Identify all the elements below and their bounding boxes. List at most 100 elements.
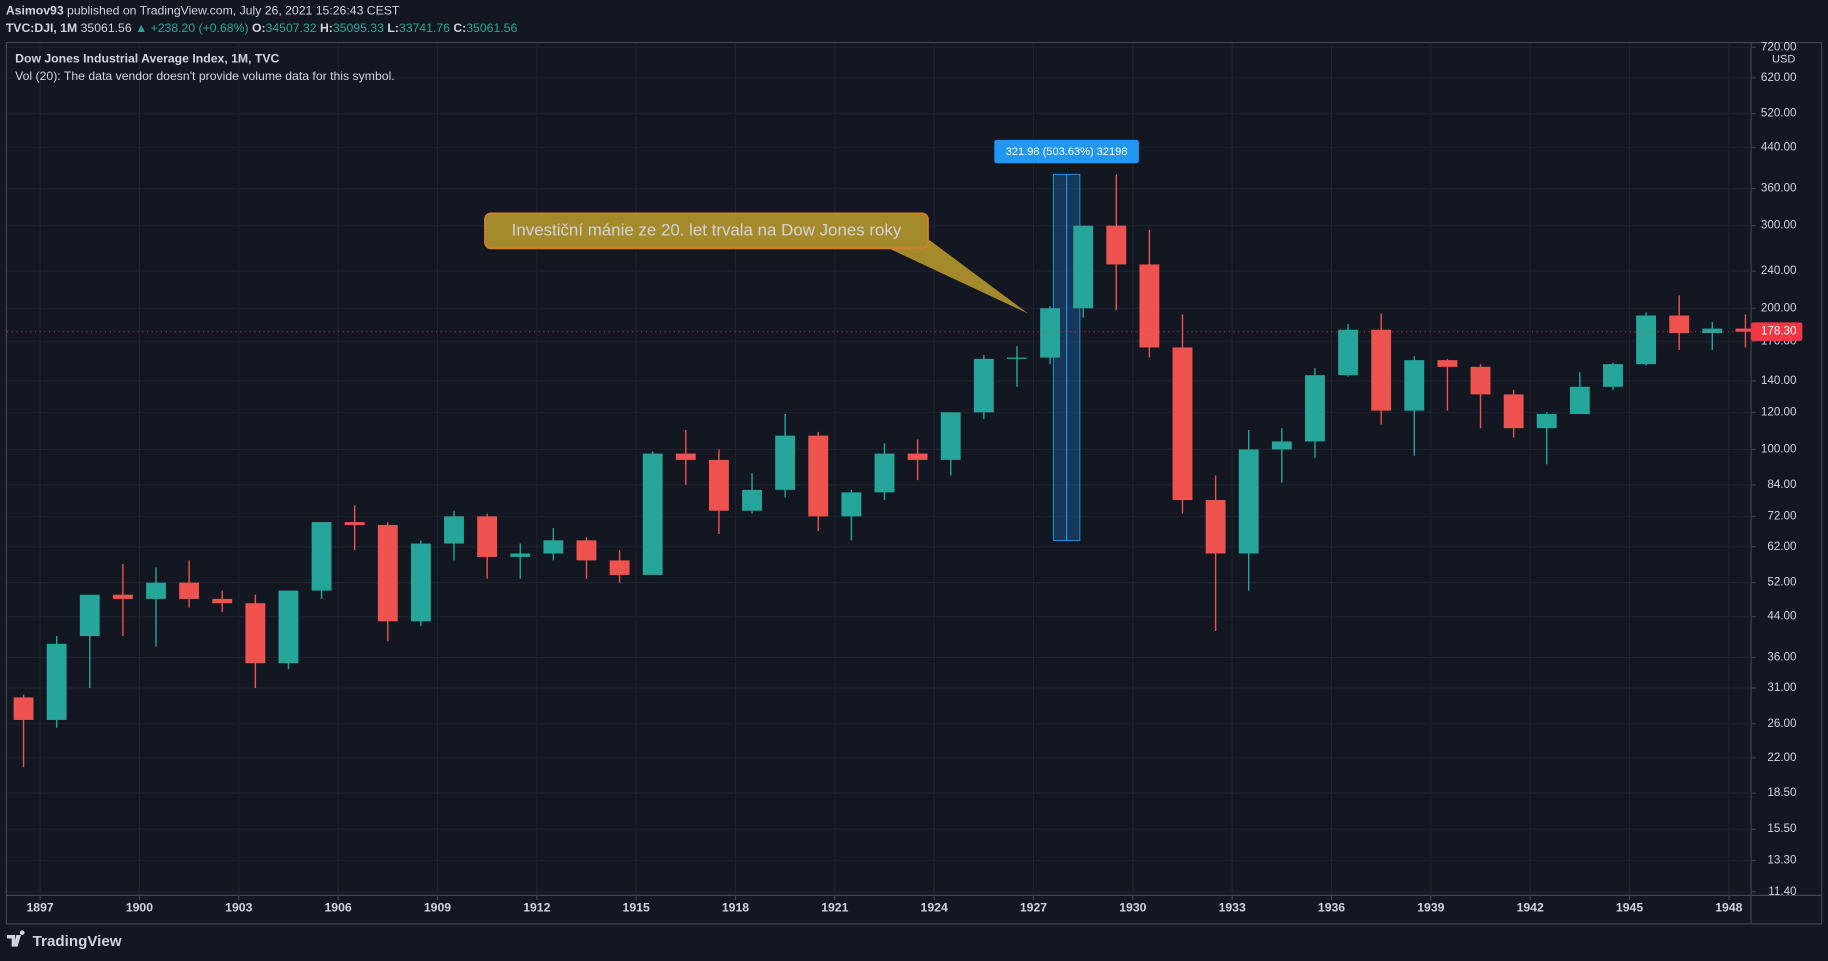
x-tick-label: 1912 (523, 900, 550, 914)
candle-body (1139, 264, 1160, 348)
candle-body (1503, 394, 1524, 429)
candle-body (510, 553, 531, 557)
callout-pointer (886, 239, 1029, 314)
candle-body (1205, 500, 1226, 554)
h: 35095.33 (333, 21, 384, 35)
l-label: L: (387, 21, 399, 35)
y-tick-label: 26.00 (1767, 717, 1797, 730)
chart-subtitle: Vol (20): The data vendor doesn't provid… (15, 69, 395, 83)
candle-body (1437, 360, 1458, 367)
symbol-line: TVC:DJI, 1M 35061.56 ▲ +238.20 (+0.68%) … (6, 21, 518, 35)
y-tick-label: 200.00 (1761, 301, 1797, 314)
candle-body (245, 603, 266, 664)
chart-title: Dow Jones Industrial Average Index, 1M, … (15, 52, 279, 66)
candle-body (112, 594, 133, 599)
candle-body (344, 522, 365, 526)
candle-body (212, 598, 233, 604)
last: 35061.56 (81, 21, 132, 35)
candle-body (13, 697, 34, 720)
candle-body (1636, 315, 1657, 365)
candle-body (708, 459, 729, 511)
publisher: Asimov93 (6, 4, 64, 18)
candle-body (775, 435, 796, 490)
candle-body (1007, 357, 1027, 359)
candle-body (444, 516, 464, 544)
x-tick-label: 1903 (225, 900, 252, 914)
x-tick-label: 1909 (424, 900, 451, 914)
candle-body (675, 453, 696, 460)
callout: Investiční mánie ze 20. let trvala na Do… (484, 212, 1029, 314)
candle-body (1338, 329, 1359, 376)
y-tick-label: 15.50 (1767, 822, 1797, 835)
y-tick-label: 120.00 (1761, 405, 1797, 418)
x-tick-label: 1924 (921, 900, 948, 914)
x-tick-label: 1945 (1616, 900, 1643, 914)
candle-body (1040, 308, 1060, 358)
candle-body (1470, 366, 1491, 395)
y-tick-label: 13.30 (1767, 853, 1797, 866)
currency: USD (1772, 53, 1795, 65)
last-price-box (1751, 322, 1803, 341)
brand: TradingView (33, 933, 122, 950)
candle-body (1073, 225, 1094, 309)
candle-body (46, 643, 67, 720)
o-label: O: (252, 21, 266, 35)
candle-body (543, 540, 564, 554)
x-tick-label: 1921 (821, 900, 848, 914)
y-tick-label: 11.40 (1768, 885, 1797, 898)
y-tick-label: 240.00 (1761, 264, 1797, 277)
candle-body (1106, 225, 1127, 265)
symbol: TVC:DJI, 1M (6, 21, 77, 35)
change: ▲ +238.20 (+0.68%) (135, 21, 248, 35)
candle-body (377, 525, 398, 622)
y-tick-label: 360.00 (1761, 182, 1797, 195)
candle-body (973, 358, 994, 413)
c-label: C: (453, 21, 466, 35)
candle-body (146, 582, 166, 599)
candle-body (841, 492, 862, 517)
y-tick-label: 62.00 (1767, 540, 1797, 553)
y-tick-label: 18.50 (1767, 786, 1797, 799)
l: 33741.76 (399, 21, 450, 35)
x-tick-label: 1936 (1318, 900, 1345, 914)
header-line: Asimov93 published on TradingView.com, J… (6, 4, 400, 18)
candle-body (79, 594, 100, 637)
last-price-label: 178.30 (1761, 325, 1797, 338)
candle-body (477, 516, 498, 557)
y-tick-label: 440.00 (1761, 141, 1797, 154)
candle-body (609, 560, 630, 575)
candle-body (642, 453, 663, 575)
y-tick-label: 84.00 (1767, 478, 1797, 491)
candle-body (940, 412, 961, 460)
y-tick-label: 31.00 (1767, 681, 1797, 694)
x-tick-label: 1948 (1715, 900, 1742, 914)
candle-body (742, 489, 762, 511)
candle-body (1271, 441, 1292, 450)
candle-body (410, 543, 431, 622)
frame (5, 41, 1823, 925)
x-tick-label: 1942 (1517, 900, 1544, 914)
measure-label: 321.98 (503.63%) 32198 (1006, 146, 1128, 158)
y-tick-label: 300.00 (1761, 219, 1797, 232)
x-tick-label: 1933 (1219, 900, 1246, 914)
candle-body (1669, 315, 1690, 334)
x-tick-label: 1939 (1417, 900, 1444, 914)
y-tick-label: 620.00 (1761, 71, 1797, 84)
y-tick-label: 100.00 (1761, 443, 1797, 456)
candle-body (1305, 375, 1325, 442)
candle-body (1569, 386, 1590, 415)
candle-body (1172, 347, 1193, 501)
candle-body (874, 453, 895, 493)
candle-body (1371, 329, 1392, 411)
y-tick-label: 36.00 (1767, 651, 1797, 664)
callout-text: Investiční mánie ze 20. let trvala na Do… (512, 220, 902, 239)
x-tick-label: 1906 (325, 900, 352, 914)
y-tick-label: 720.00 (1761, 40, 1797, 53)
y-tick-label: 22.00 (1767, 751, 1797, 764)
candle-body (907, 453, 928, 460)
y-tick-label: 44.00 (1767, 610, 1797, 623)
published: published on TradingView.com, July 26, 2… (67, 4, 400, 18)
candle-body (1238, 449, 1259, 554)
